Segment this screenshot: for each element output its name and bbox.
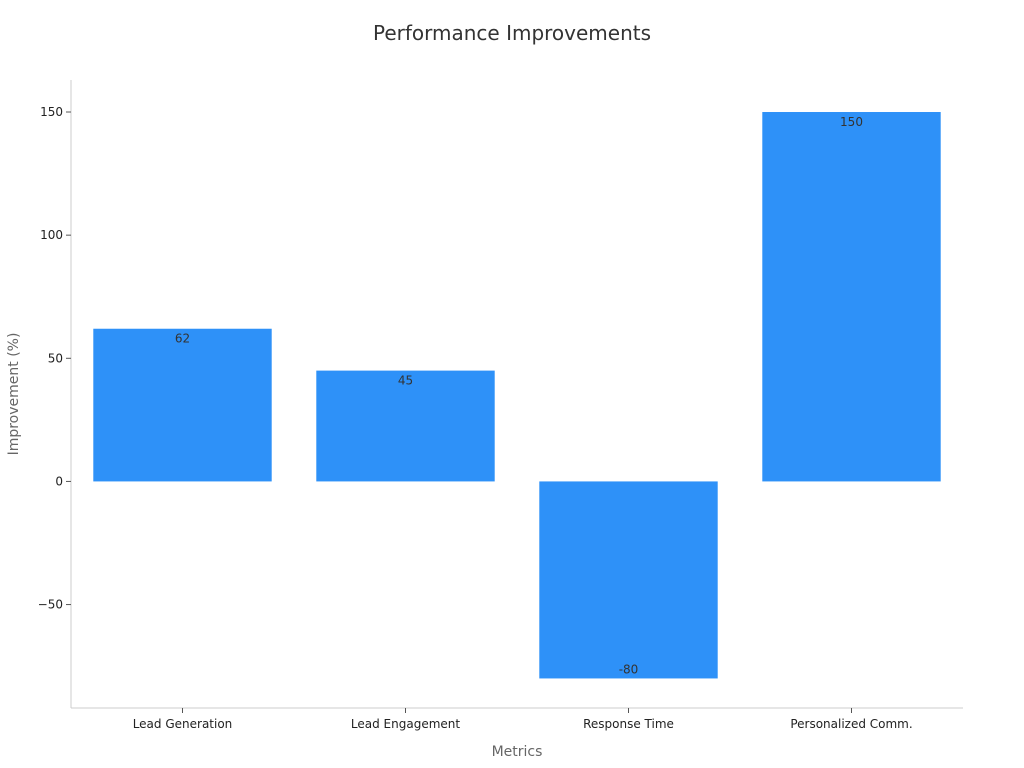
y-axis-title: Improvement (%) <box>6 333 22 456</box>
y-tick-label: 100 <box>40 228 63 242</box>
y-tick-label: 50 <box>48 351 63 365</box>
bar <box>316 370 495 482</box>
x-tick-label: Personalized Comm. <box>790 717 912 731</box>
bar <box>539 481 718 679</box>
y-tick-label: 0 <box>55 474 63 488</box>
x-tick-label: Response Time <box>583 717 674 731</box>
y-axis: −50 0 50 100 150 <box>38 80 72 708</box>
bar-value-label: 45 <box>398 374 413 388</box>
bars <box>93 112 941 679</box>
y-tick-label: 150 <box>40 105 63 119</box>
x-tick-label: Lead Engagement <box>351 717 460 731</box>
x-axis: Lead Generation Lead Engagement Response T… <box>71 707 963 731</box>
bar-value-label: -80 <box>619 662 639 676</box>
bar <box>762 112 941 482</box>
chart-title: Performance Improvements <box>373 21 651 45</box>
bar <box>93 328 272 482</box>
x-axis-title: Metrics <box>492 744 543 760</box>
bar-value-label: 62 <box>175 332 190 346</box>
y-tick-label: −50 <box>38 598 63 612</box>
x-tick-label: Lead Generation <box>133 717 233 731</box>
bar-value-label: 150 <box>840 115 863 129</box>
data-labels: 62 45 -80 150 <box>175 115 863 676</box>
